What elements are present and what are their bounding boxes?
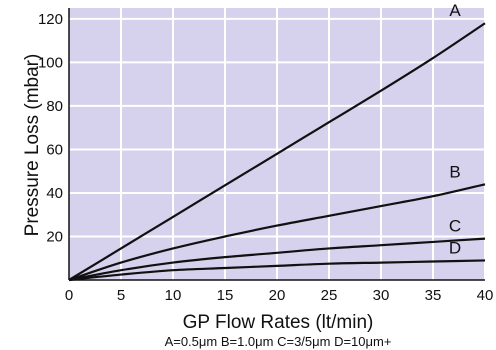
y-tick-label: 40: [46, 185, 63, 202]
x-tick-label: 10: [165, 287, 182, 304]
x-tick-label: 5: [117, 287, 125, 304]
x-axis-ticks: 0 5 10 15 20 25 30 35 40: [65, 287, 494, 304]
x-tick-label: 15: [217, 287, 234, 304]
y-axis-label: Pressure Loss (mbar): [22, 54, 43, 237]
series-label-d: D: [449, 238, 461, 257]
legend-footnote: A=0.5μm B=1.0μm C=3/5μm D=10μm+: [165, 334, 392, 349]
x-tick-label: 20: [269, 287, 286, 304]
x-tick-label: 35: [425, 287, 442, 304]
x-tick-label: 30: [373, 287, 390, 304]
y-tick-label: 20: [46, 228, 63, 245]
x-axis-label: GP Flow Rates (lt/min): [183, 312, 374, 333]
series-label-c: C: [449, 217, 461, 236]
y-tick-label: 120: [38, 11, 63, 28]
y-tick-label: 60: [46, 141, 63, 158]
x-tick-label: 40: [477, 287, 494, 304]
series-label-a: A: [449, 1, 461, 20]
series-label-b: B: [449, 162, 460, 181]
x-tick-label: 0: [65, 287, 73, 304]
x-tick-label: 25: [321, 287, 338, 304]
y-tick-label: 80: [46, 98, 63, 115]
